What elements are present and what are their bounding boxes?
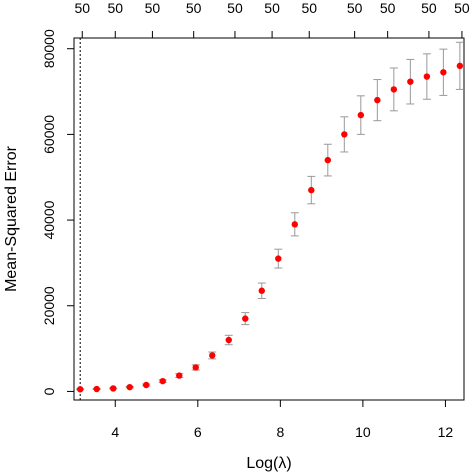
data-point [110, 385, 117, 392]
y-tick-label: 80000 [41, 29, 57, 68]
data-point [209, 352, 216, 359]
data-point [291, 221, 298, 228]
data-point [390, 86, 398, 93]
top-axis: 50 50 50 50 50 50 50 50 50 50 50 [74, 0, 470, 38]
data-point [440, 69, 447, 76]
data-point [225, 336, 232, 344]
data-point [275, 255, 282, 262]
data-point [126, 383, 133, 391]
x-tick-label: 8 [276, 424, 284, 440]
data-point [176, 372, 183, 379]
data-point [324, 156, 332, 164]
data-point [407, 78, 414, 85]
data-point [192, 364, 199, 371]
x-tick-label: 10 [355, 424, 371, 440]
y-tick-label: 40000 [41, 200, 57, 239]
y-axis-label: Mean-Squared Error [3, 145, 20, 292]
top-tick-label: 50 [264, 0, 280, 16]
data-point [423, 73, 431, 80]
y-axis: 0 20000 40000 60000 80000 [41, 29, 74, 395]
top-tick-label: 50 [107, 0, 123, 16]
y-tick-label: 0 [41, 387, 57, 395]
top-tick-label: 50 [421, 0, 437, 16]
data-point [76, 386, 84, 393]
x-tick-label: 12 [438, 424, 454, 440]
x-tick-label: 4 [111, 424, 119, 440]
top-tick-label: 50 [227, 0, 243, 16]
data-point [93, 385, 100, 393]
top-tick-label: 50 [380, 0, 396, 16]
top-tick-label: 50 [301, 0, 317, 16]
data-point [456, 62, 464, 70]
x-tick-label: 6 [194, 424, 202, 440]
x-axis-label: Log(λ) [246, 455, 291, 472]
data-point [258, 287, 265, 294]
top-tick-label: 50 [186, 0, 202, 16]
top-tick-label: 50 [145, 0, 161, 16]
data-point [357, 111, 365, 119]
top-tick-label: 50 [74, 0, 90, 16]
top-tick-label: 50 [347, 0, 363, 16]
data-point [242, 315, 249, 322]
data-points [76, 62, 464, 393]
plot-frame [73, 37, 465, 401]
y-tick-label: 60000 [41, 115, 57, 154]
data-point [143, 381, 150, 389]
data-point [308, 186, 315, 194]
y-tick-label: 20000 [41, 286, 57, 325]
data-point [159, 377, 166, 385]
data-point [374, 96, 381, 104]
error-bars [76, 41, 464, 391]
top-tick-label: 50 [454, 0, 470, 16]
x-axis: 4 6 8 10 12 [111, 400, 453, 440]
data-point [341, 131, 348, 138]
